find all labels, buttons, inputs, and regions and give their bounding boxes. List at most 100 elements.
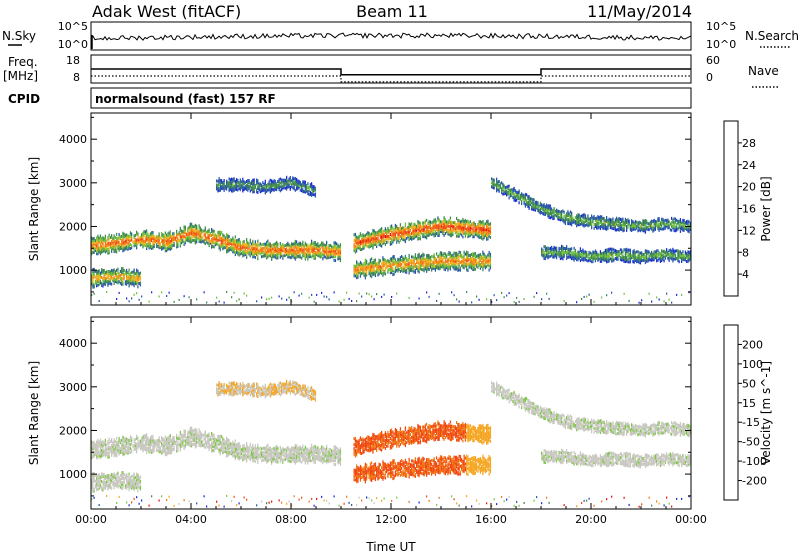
power-cell bbox=[208, 244, 210, 248]
power-cell bbox=[462, 221, 464, 225]
power-cell bbox=[604, 254, 607, 258]
power-cell bbox=[616, 218, 618, 222]
power-cell bbox=[591, 254, 593, 258]
power-cell bbox=[444, 222, 447, 226]
power-cell bbox=[424, 235, 427, 239]
power-cell bbox=[398, 226, 400, 230]
power-cell bbox=[262, 189, 264, 192]
power-cell bbox=[689, 250, 691, 253]
power-cell bbox=[214, 237, 216, 241]
power-cell bbox=[131, 282, 133, 286]
power-cell bbox=[571, 215, 573, 219]
power-cell bbox=[457, 226, 459, 230]
power-cell bbox=[129, 277, 132, 281]
power-cell bbox=[383, 241, 385, 245]
power-cell bbox=[474, 225, 477, 228]
power-cell bbox=[553, 216, 555, 220]
power-cell bbox=[569, 222, 572, 226]
power-cell bbox=[396, 240, 398, 244]
power-cell bbox=[611, 224, 613, 228]
power-cell bbox=[293, 252, 295, 256]
power-cell bbox=[663, 225, 665, 229]
power-cell bbox=[192, 227, 194, 230]
power-cell bbox=[121, 267, 123, 271]
power-cell bbox=[503, 296, 505, 299]
power-cell bbox=[558, 246, 560, 250]
power-cell bbox=[249, 240, 251, 244]
power-cell bbox=[564, 220, 567, 224]
power-cell bbox=[581, 222, 583, 226]
power-cell bbox=[371, 242, 373, 246]
power-cell bbox=[607, 258, 609, 262]
power-cell bbox=[659, 254, 662, 257]
power-cell bbox=[408, 255, 410, 259]
power-cell bbox=[484, 260, 487, 264]
power-cell bbox=[353, 266, 355, 270]
power-cell bbox=[391, 263, 393, 267]
power-cell bbox=[218, 183, 220, 186]
power-cell bbox=[639, 257, 642, 261]
power-cell bbox=[554, 254, 557, 258]
power-cell bbox=[456, 267, 458, 271]
power-cell bbox=[448, 224, 450, 228]
power-cell bbox=[93, 237, 95, 240]
power-cell bbox=[541, 249, 543, 253]
power-cell bbox=[426, 256, 428, 260]
power-cell bbox=[632, 260, 634, 264]
velocity-cell bbox=[93, 450, 95, 454]
power-cell bbox=[289, 181, 291, 185]
power-cell bbox=[267, 255, 269, 259]
power-cell bbox=[249, 189, 251, 193]
power-cell bbox=[298, 251, 300, 255]
power-cell bbox=[661, 219, 663, 223]
power-cell bbox=[577, 215, 579, 219]
power-cell bbox=[299, 241, 301, 245]
power-cell bbox=[281, 254, 283, 258]
power-cell bbox=[231, 248, 233, 252]
power-cell bbox=[447, 224, 449, 228]
power-cell bbox=[213, 245, 215, 249]
power-cell bbox=[539, 209, 542, 213]
power-cell bbox=[587, 259, 589, 263]
power-cell bbox=[404, 266, 407, 270]
power-cell bbox=[238, 183, 240, 187]
power-cell bbox=[288, 179, 290, 183]
power-cell bbox=[616, 255, 618, 259]
power-cell bbox=[354, 250, 357, 254]
power-cell bbox=[377, 230, 379, 234]
power-cell bbox=[603, 216, 605, 220]
power-cell bbox=[609, 257, 612, 261]
power-cell bbox=[443, 226, 445, 229]
power-cell bbox=[546, 207, 548, 211]
power-cell bbox=[451, 258, 453, 261]
power-cell bbox=[246, 185, 248, 189]
power-cell bbox=[146, 231, 148, 235]
power-cell bbox=[486, 228, 488, 231]
power-cell bbox=[139, 281, 142, 285]
power-cell bbox=[131, 246, 133, 250]
power-cell bbox=[458, 258, 460, 262]
power-cell bbox=[191, 238, 193, 242]
power-cell bbox=[221, 185, 223, 189]
power-cell bbox=[422, 235, 424, 239]
power-cell bbox=[518, 189, 520, 193]
power-cell bbox=[198, 236, 200, 240]
power-cell bbox=[244, 187, 246, 191]
power-cell bbox=[299, 180, 301, 184]
power-cell bbox=[401, 266, 403, 270]
power-cell bbox=[236, 182, 238, 186]
power-cell bbox=[202, 229, 204, 233]
power-cell bbox=[397, 259, 399, 263]
power-cell bbox=[411, 259, 413, 263]
power-cell bbox=[443, 233, 445, 237]
power-cell bbox=[121, 279, 123, 282]
power-cell bbox=[569, 255, 572, 259]
power-cell bbox=[464, 226, 467, 230]
power-cell bbox=[104, 271, 107, 275]
power-cell bbox=[227, 240, 229, 244]
power-cell bbox=[369, 239, 372, 242]
power-cell bbox=[452, 263, 454, 267]
power-cell bbox=[416, 259, 418, 262]
power-cell bbox=[238, 185, 240, 189]
power-cell bbox=[148, 234, 150, 238]
